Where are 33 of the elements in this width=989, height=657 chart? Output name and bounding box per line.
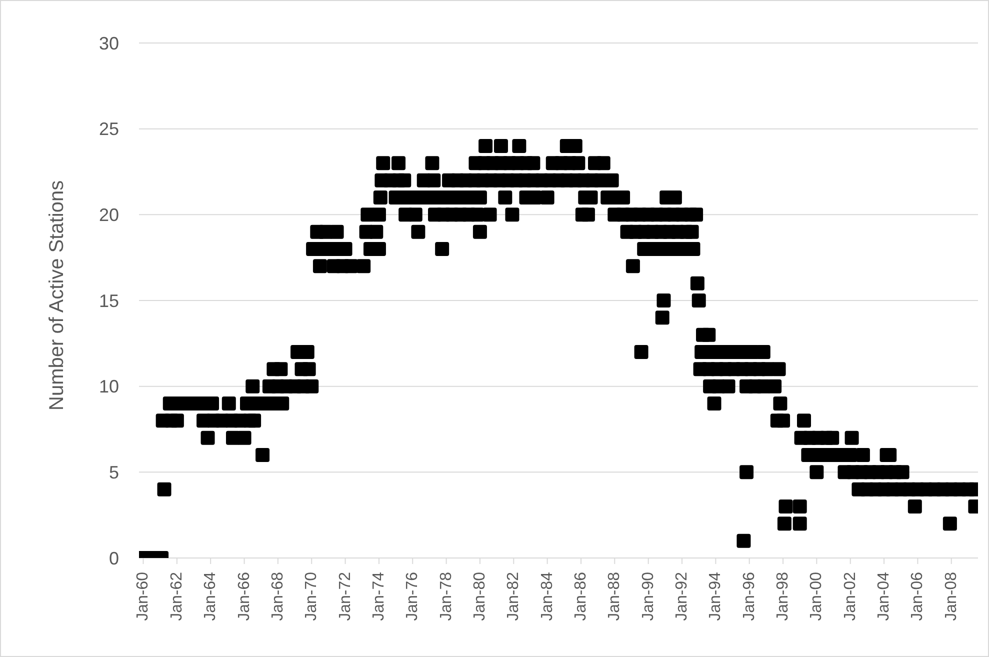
x-tick-label: Jan-80 [471,572,488,621]
y-axis-title: Number of Active Stations [46,180,68,410]
x-tick-label: Jan-96 [740,572,758,621]
x-tick-label: Jan-00 [808,572,826,621]
x-tick-label: Jan-82 [505,572,522,621]
y-tick-label: 30 [98,33,119,54]
x-tick-label: Jan-74 [370,572,388,621]
x-tick-label: Jan-92 [673,572,690,621]
x-tick-label: Jan-70 [303,572,320,621]
y-tick-label: 0 [108,548,119,568]
x-tick-label: Jan-62 [168,572,186,621]
y-tick-label: 15 [98,290,119,311]
x-tick-label: Jan-84 [538,572,556,621]
x-tick-label: Jan-76 [404,572,422,621]
x-tick-label: Jan-86 [572,572,590,621]
x-tick-label: Jan-98 [774,572,792,621]
x-tick-label: Jan-72 [336,572,354,621]
x-tick-label: Jan-68 [269,572,286,621]
x-tick-label: Jan-08 [942,572,960,621]
y-tick-label: 20 [98,205,119,226]
x-tick-label: Jan-90 [640,572,657,621]
x-tick-label: Jan-88 [606,572,624,621]
x-tick-label: Jan-60 [134,572,152,621]
y-tick-label: 25 [98,119,119,140]
x-tick-label: Jan-06 [909,572,926,621]
x-tick-label: Jan-02 [842,572,859,621]
x-tick-label: Jan-66 [236,572,253,621]
y-tick-label: 10 [98,376,119,397]
x-tick-label: Jan-04 [876,572,893,621]
x-tick-label: Jan-78 [438,572,455,621]
x-tick-label: Jan-94 [707,572,724,621]
x-tick-label: Jan-64 [202,572,220,621]
y-tick-label: 5 [108,462,119,483]
